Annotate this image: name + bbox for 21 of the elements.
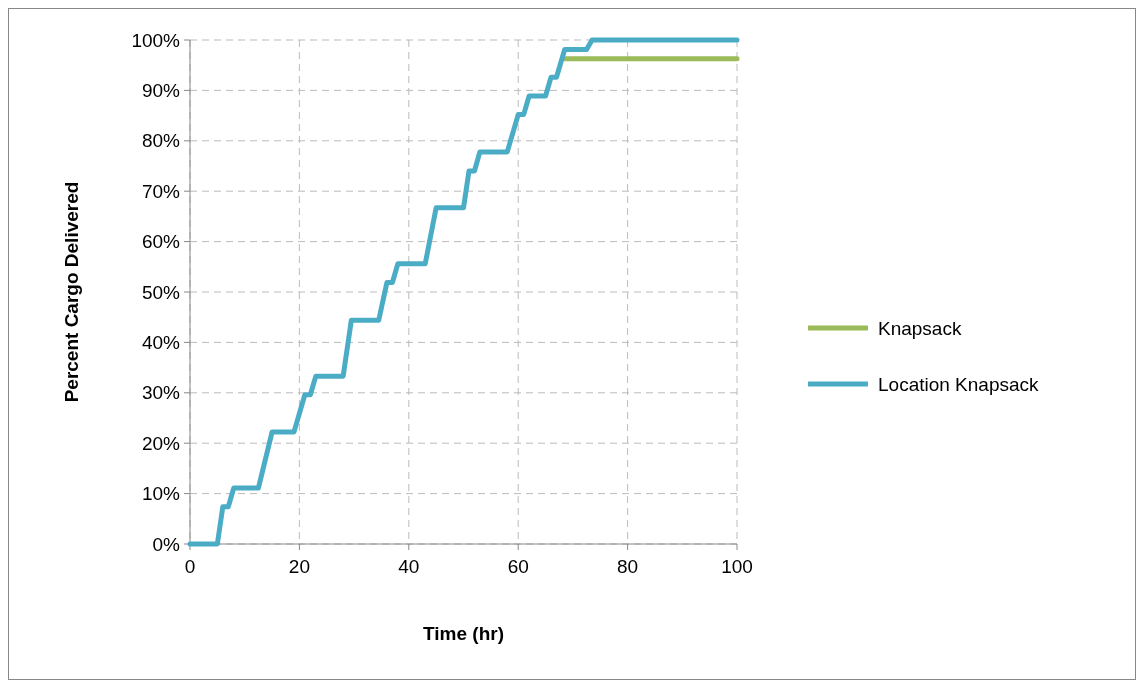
y-tick-label: 10%	[141, 483, 181, 505]
y-tick-label: 40%	[141, 332, 181, 354]
y-tick-label: 80%	[141, 130, 181, 152]
y-tick-label: 60%	[141, 231, 181, 253]
x-tick-label: 100	[721, 556, 753, 577]
x-tick-label: 60	[507, 556, 529, 577]
y-tick-label: 30%	[141, 382, 181, 404]
legend-label: Knapsack	[878, 317, 962, 339]
x-tick-label: 80	[617, 556, 639, 577]
y-axis-title: Percent Cargo Delivered	[61, 181, 82, 403]
y-tick-label: 20%	[141, 432, 181, 454]
legend-label: Location Knapsack	[878, 373, 1040, 395]
y-tick-label: 70%	[141, 180, 181, 202]
y-tick-label: 90%	[141, 80, 181, 102]
y-tick-label: 50%	[141, 281, 181, 303]
x-tick-label: 0	[184, 556, 196, 577]
x-tick-label: 20	[288, 556, 310, 577]
y-tick-label: 0%	[152, 533, 181, 555]
y-tick-label: 100%	[131, 29, 181, 51]
x-axis-title: Time (hr)	[423, 623, 504, 644]
x-tick-label: 40	[398, 556, 420, 577]
